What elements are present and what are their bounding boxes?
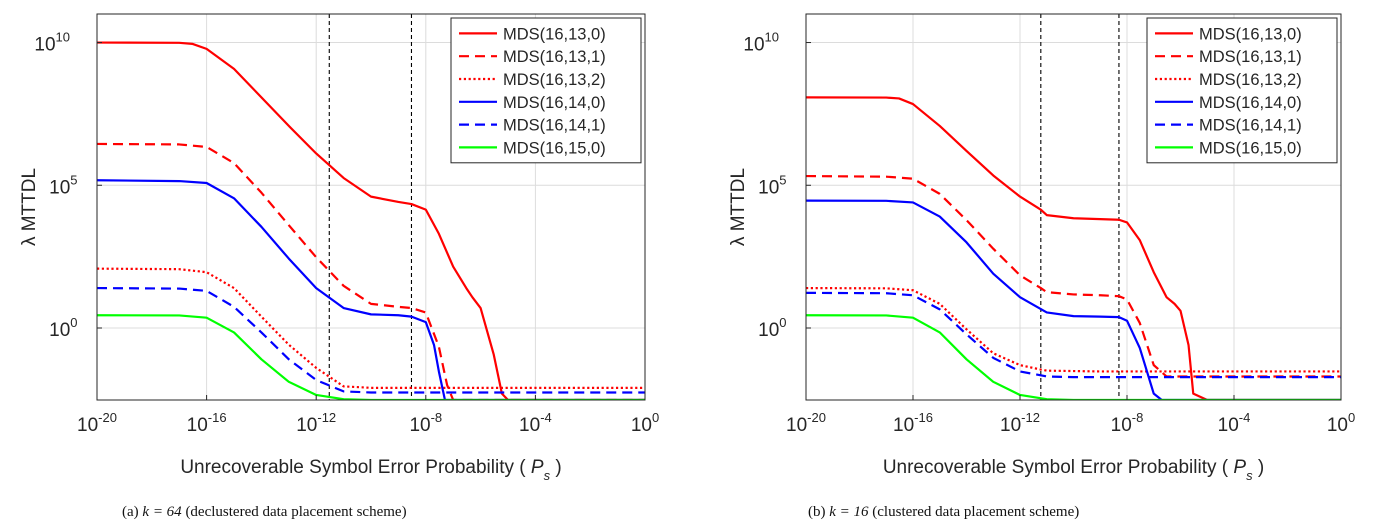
series-line-MDS(16,15,0) <box>97 314 645 400</box>
series-line-MDS(16,14,0) <box>806 199 1341 400</box>
axes-frame <box>96 13 646 401</box>
x-tick-label: 10-12 <box>1000 410 1040 436</box>
chart-panel-a: 10-20 10-16 10-12 10-8 10-4 100 100 105 1010 Unre… <box>19 13 659 483</box>
x-axis-label: Unrecoverable Symbol Error Probability (… <box>883 457 1264 483</box>
legend: MDS(16,13,0) MDS(16,13,1) MDS(16,13,2) MDS(… <box>450 17 642 164</box>
y-tick-label: 105 <box>758 172 786 198</box>
caption-b: (b) k = 16 (clustered data placement sch… <box>808 504 1079 521</box>
series-group <box>97 41 645 400</box>
legend-label: MDS(16,14,1) <box>1199 117 1302 135</box>
legend-label: MDS(16,13,0) <box>1199 25 1302 43</box>
chart-panel-b: 10-20 10-16 10-12 10-8 10-4 100 100 105 1010 Unre… <box>728 13 1355 483</box>
caption-a-label: (a) <box>122 504 139 520</box>
legend-label: MDS(16,13,2) <box>503 71 606 89</box>
axes-frame <box>805 13 1342 401</box>
legend-box <box>450 17 642 164</box>
x-tick-label: 10-16 <box>187 410 227 436</box>
series-line-MDS(16,14,1) <box>806 291 1341 379</box>
x-tick-label: 10-12 <box>296 410 336 436</box>
series-line-MDS(16,15,0) <box>806 314 1341 400</box>
y-axis-label: λ MTTDL <box>728 168 749 246</box>
legend-label: MDS(16,14,0) <box>503 94 606 112</box>
caption-a-math: k = 64 <box>142 504 182 520</box>
y-tick-label: 100 <box>49 315 77 341</box>
x-tick-label: 10-8 <box>409 410 442 436</box>
series-line-MDS(16,13,1) <box>806 174 1341 378</box>
legend-label: MDS(16,14,0) <box>1199 94 1302 112</box>
x-tick-label: 100 <box>1327 410 1355 436</box>
x-tick-label: 10-16 <box>893 410 933 436</box>
x-tick-label: 10-4 <box>519 410 552 436</box>
x-axis-label: Unrecoverable Symbol Error Probability (… <box>180 457 561 483</box>
legend-label: MDS(16,13,2) <box>1199 71 1302 89</box>
legend-label: MDS(16,15,0) <box>503 139 606 157</box>
caption-b-text: (clustered data placement scheme) <box>872 504 1080 520</box>
legend-label: MDS(16,13,0) <box>503 25 606 43</box>
series-group <box>806 96 1341 400</box>
legend-label: MDS(16,15,0) <box>1199 139 1302 157</box>
caption-b-label: (b) <box>808 504 826 520</box>
legend-label: MDS(16,13,1) <box>1199 48 1302 66</box>
y-axis-label: λ MTTDL <box>19 168 40 246</box>
y-tick-label: 105 <box>49 172 77 198</box>
x-tick-label: 10-8 <box>1111 410 1144 436</box>
y-tick-label: 100 <box>758 315 786 341</box>
legend-label: MDS(16,13,1) <box>503 48 606 66</box>
x-tick-label: 10-4 <box>1218 410 1251 436</box>
series-line-MDS(16,14,0) <box>97 179 645 400</box>
legend-label: MDS(16,14,1) <box>503 117 606 135</box>
x-tick-label: 10-20 <box>77 410 117 436</box>
legend: MDS(16,13,0) MDS(16,13,1) MDS(16,13,2) MDS(… <box>1146 17 1338 164</box>
series-line-MDS(16,13,0) <box>97 41 645 400</box>
caption-a: (a) k = 64 (declustered data placement s… <box>122 504 407 521</box>
series-line-MDS(16,13,0) <box>806 96 1341 400</box>
series-line-MDS(16,13,1) <box>97 142 645 400</box>
caption-a-text: (declustered data placement scheme) <box>185 504 407 520</box>
legend-box <box>1146 17 1338 164</box>
x-tick-label: 10-20 <box>786 410 826 436</box>
x-tick-label: 100 <box>631 410 659 436</box>
series-line-MDS(16,13,2) <box>806 286 1341 373</box>
series-line-MDS(16,14,1) <box>97 286 645 394</box>
caption-b-math: k = 16 <box>829 504 869 520</box>
y-tick-label: 1010 <box>34 30 70 56</box>
y-tick-label: 1010 <box>743 30 779 56</box>
